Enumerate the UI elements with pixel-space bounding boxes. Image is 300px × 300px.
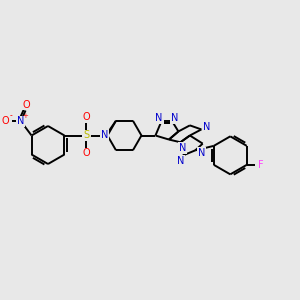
Text: O: O: [23, 100, 30, 110]
Text: S: S: [83, 130, 89, 140]
Text: N: N: [17, 116, 24, 127]
Text: O: O: [2, 116, 9, 125]
Text: F: F: [258, 160, 263, 170]
Text: N: N: [155, 113, 163, 123]
Text: O: O: [82, 112, 90, 122]
Text: O: O: [82, 148, 90, 158]
Text: N: N: [198, 148, 205, 158]
Text: N: N: [179, 143, 186, 153]
Text: N: N: [101, 130, 108, 140]
Text: F: F: [258, 160, 264, 170]
Text: N: N: [171, 113, 179, 123]
Text: S: S: [82, 129, 91, 142]
Text: N: N: [179, 143, 186, 153]
Text: +: +: [22, 112, 28, 118]
Text: O: O: [23, 100, 30, 110]
Text: -: -: [9, 111, 12, 120]
Text: N: N: [101, 130, 108, 140]
Text: N: N: [171, 113, 179, 123]
Text: N: N: [198, 148, 205, 158]
Text: N: N: [17, 116, 24, 127]
Text: O: O: [82, 112, 90, 122]
Text: O: O: [2, 116, 9, 125]
Text: N: N: [203, 122, 210, 132]
Text: N: N: [177, 156, 184, 166]
Text: O: O: [82, 148, 90, 158]
Text: N: N: [155, 113, 163, 123]
Text: N: N: [203, 122, 210, 132]
Text: N: N: [177, 156, 184, 166]
